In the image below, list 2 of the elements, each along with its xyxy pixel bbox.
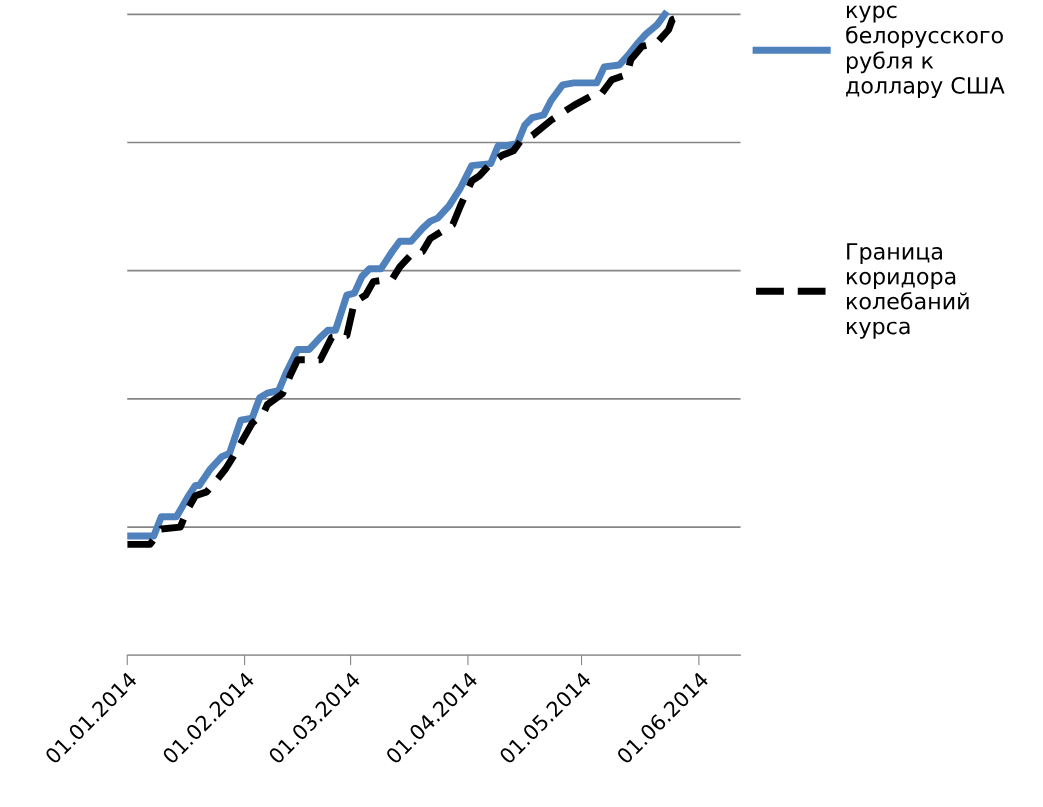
- legend-label: курс белорусского рубля к доллару США: [846, 5, 1005, 99]
- legend-label: Граница коридора колебаний курса: [846, 243, 969, 339]
